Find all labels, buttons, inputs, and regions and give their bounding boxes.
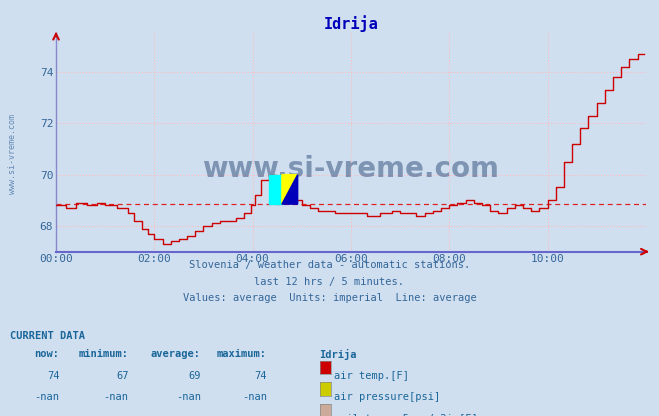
Text: Values: average  Units: imperial  Line: average: Values: average Units: imperial Line: av… <box>183 293 476 303</box>
Bar <box>269 175 282 204</box>
Text: -nan: -nan <box>103 392 129 402</box>
Text: www.si-vreme.com: www.si-vreme.com <box>8 114 17 194</box>
Text: minimum:: minimum: <box>78 349 129 359</box>
Text: -nan: -nan <box>242 414 267 416</box>
Text: last 12 hrs / 5 minutes.: last 12 hrs / 5 minutes. <box>254 277 405 287</box>
Text: now:: now: <box>34 349 59 359</box>
Text: 74: 74 <box>47 371 59 381</box>
Text: -nan: -nan <box>34 392 59 402</box>
Polygon shape <box>282 175 298 204</box>
Text: 69: 69 <box>188 371 201 381</box>
Text: 67: 67 <box>116 371 129 381</box>
Title: Idrija: Idrija <box>324 15 378 32</box>
Text: -nan: -nan <box>176 414 201 416</box>
Text: maximum:: maximum: <box>217 349 267 359</box>
Text: -nan: -nan <box>176 392 201 402</box>
Text: -nan: -nan <box>242 392 267 402</box>
Text: CURRENT DATA: CURRENT DATA <box>10 331 85 341</box>
Text: air pressure[psi]: air pressure[psi] <box>334 392 440 402</box>
Text: average:: average: <box>151 349 201 359</box>
Text: Slovenia / weather data - automatic stations.: Slovenia / weather data - automatic stat… <box>189 260 470 270</box>
Text: Idrija: Idrija <box>320 349 357 360</box>
Polygon shape <box>282 175 298 204</box>
Text: -nan: -nan <box>103 414 129 416</box>
Text: air temp.[F]: air temp.[F] <box>334 371 409 381</box>
Text: www.si-vreme.com: www.si-vreme.com <box>202 155 500 183</box>
Text: 74: 74 <box>254 371 267 381</box>
Text: -nan: -nan <box>34 414 59 416</box>
Text: soil temp. 5cm / 2in[F]: soil temp. 5cm / 2in[F] <box>334 414 478 416</box>
